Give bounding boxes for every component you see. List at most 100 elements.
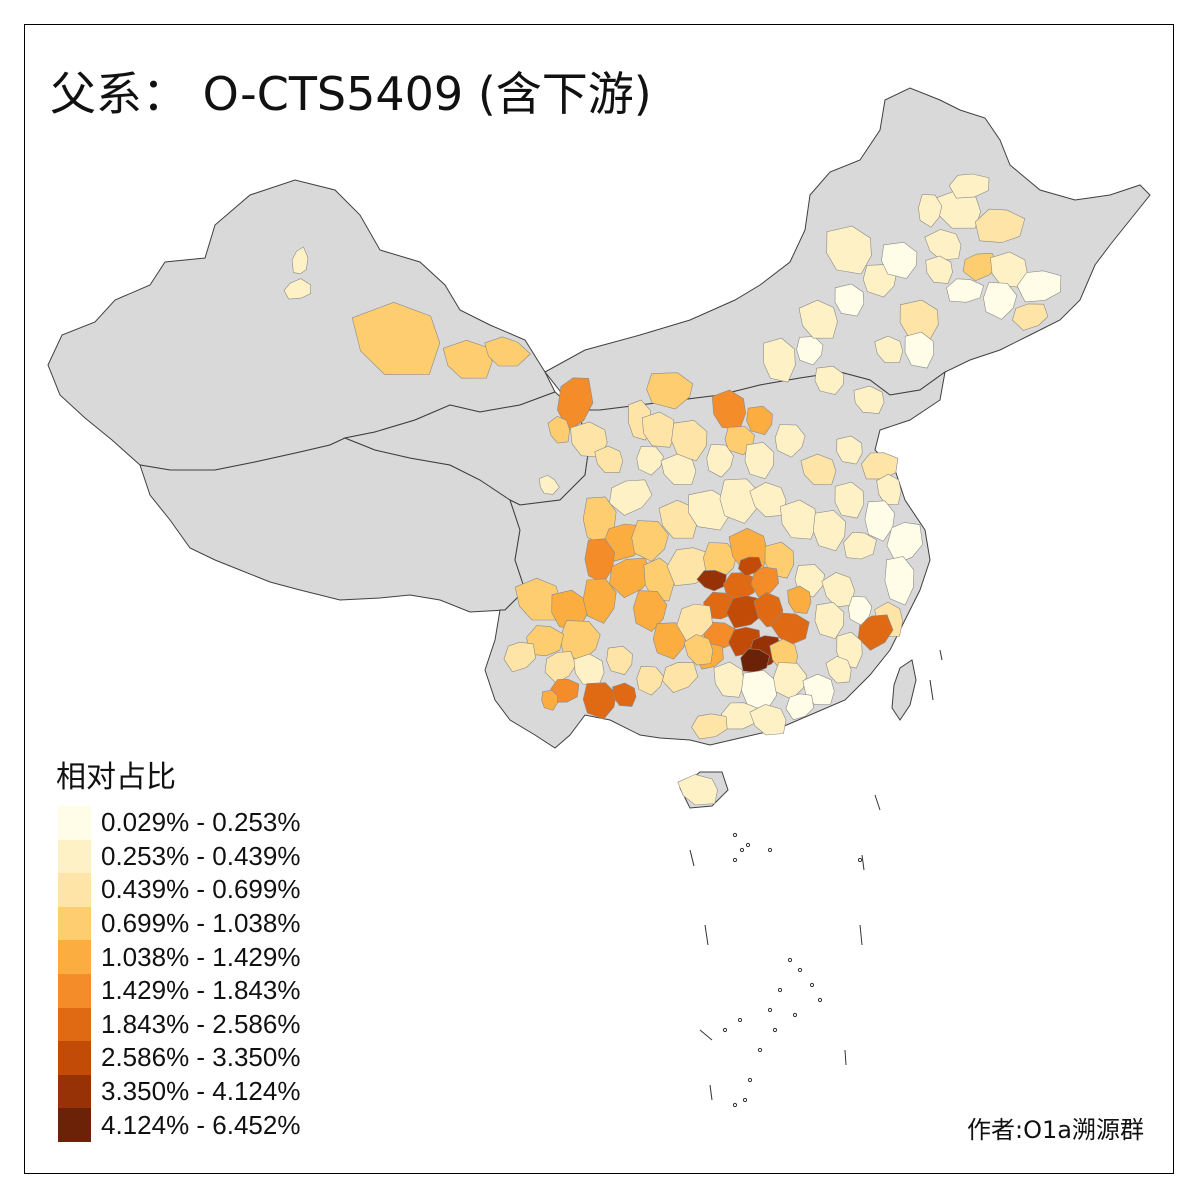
legend-label: 0.029% - 0.253% — [101, 807, 301, 838]
legend-item: 1.843% - 2.586% — [58, 1007, 301, 1042]
legend-label: 1.429% - 1.843% — [101, 975, 301, 1006]
island-dot — [757, 1047, 763, 1053]
colored-region — [713, 661, 745, 698]
nine-dash-segment — [874, 794, 881, 811]
island-dot — [857, 857, 863, 863]
colored-region — [918, 194, 943, 228]
colored-region — [737, 556, 763, 577]
legend-swatch — [58, 839, 91, 874]
legend-label: 4.124% - 6.452% — [101, 1109, 301, 1140]
colored-region — [857, 614, 894, 651]
colored-region — [948, 173, 990, 199]
colored-region — [746, 405, 773, 435]
colored-region — [834, 283, 865, 317]
colored-region — [904, 331, 935, 369]
legend-swatch — [58, 873, 91, 907]
island-dot — [792, 1012, 798, 1018]
colored-region — [544, 651, 577, 684]
colored-region — [836, 435, 863, 465]
colored-region — [749, 482, 787, 518]
nine-dash-segment — [861, 854, 865, 871]
region-taiwan — [891, 659, 917, 721]
colored-region — [780, 499, 818, 540]
legend-item: 1.429% - 1.843% — [58, 973, 301, 1008]
colored-region — [547, 416, 570, 444]
map-title: 父系： O-CTS5409 (含下游) — [50, 67, 652, 121]
colored-region — [633, 590, 668, 632]
legend-item: 0.439% - 0.699% — [58, 873, 300, 907]
colored-region — [636, 666, 664, 696]
colored-region — [814, 601, 845, 640]
colored-region — [946, 278, 984, 303]
colored-region — [749, 704, 787, 736]
colored-region — [484, 336, 531, 367]
south-china-sea-islands — [689, 649, 943, 1108]
colored-region — [796, 336, 824, 366]
nine-dash-segment — [689, 849, 695, 867]
colored-region — [974, 208, 1026, 243]
colored-region — [774, 424, 806, 458]
legend-label: 1.038% - 1.429% — [101, 941, 301, 972]
colored-region — [843, 531, 877, 560]
colored-region — [503, 641, 537, 673]
colored-region — [834, 481, 865, 519]
colored-region — [744, 441, 775, 480]
colored-region — [291, 246, 309, 275]
colored-region — [983, 282, 1018, 320]
colored-region — [283, 278, 312, 300]
legend-swatch — [58, 973, 91, 1008]
island-dot — [742, 1097, 748, 1103]
legend-item: 3.350% - 4.124% — [58, 1074, 301, 1109]
colored-region — [800, 453, 837, 485]
colored-region — [612, 682, 637, 707]
legend-item: 4.124% - 6.452% — [58, 1108, 300, 1142]
colored-region — [662, 661, 699, 693]
colored-region — [514, 577, 562, 621]
legend-label: 0.699% - 1.038% — [101, 908, 301, 939]
legend-swatch — [58, 1007, 91, 1042]
island-dot — [737, 1017, 743, 1023]
island-dot — [772, 1027, 778, 1033]
colored-region — [773, 662, 808, 700]
colored-region — [696, 569, 727, 592]
legend-swatch — [58, 1041, 91, 1075]
island-dot — [787, 957, 793, 963]
island-dot — [739, 847, 745, 853]
island-dot — [732, 832, 738, 838]
colored-region — [706, 444, 734, 478]
colored-region — [594, 445, 624, 473]
colored-region — [683, 634, 714, 666]
colored-region — [874, 335, 904, 363]
island-dot — [732, 1102, 738, 1108]
colored-region — [864, 500, 895, 542]
colored-region — [825, 656, 852, 684]
colored-region — [925, 255, 953, 284]
legend: 0.029% - 0.253% 0.253% - 0.439% 0.439% - 0… — [58, 806, 300, 1142]
island-dot — [817, 997, 823, 1003]
colored-region — [763, 337, 796, 383]
legend-label: 1.843% - 2.586% — [101, 1008, 301, 1039]
legend-swatch — [58, 940, 91, 974]
colored-region — [606, 645, 633, 675]
island-dot — [809, 982, 815, 988]
colored-region — [924, 229, 962, 261]
island-dot — [722, 1027, 728, 1033]
colored-region — [1016, 270, 1062, 303]
nine-dash-segment — [704, 924, 709, 946]
colored-region — [720, 702, 759, 730]
legend-label: 3.350% - 4.124% — [101, 1076, 301, 1107]
colored-region — [814, 365, 845, 395]
legend-swatch — [58, 1074, 91, 1109]
legend-item: 0.699% - 1.038% — [58, 906, 301, 941]
nine-dash-segment — [859, 924, 863, 946]
colored-region — [539, 475, 560, 495]
nine-dash-segment — [699, 1029, 713, 1041]
legend-label: 0.439% - 0.699% — [101, 874, 301, 905]
colored-region — [671, 419, 708, 462]
legend-swatch — [58, 806, 91, 840]
island-dot — [732, 857, 738, 863]
colored-region — [826, 225, 872, 275]
nine-dash-segment — [939, 649, 943, 661]
legend-swatch — [58, 906, 91, 941]
